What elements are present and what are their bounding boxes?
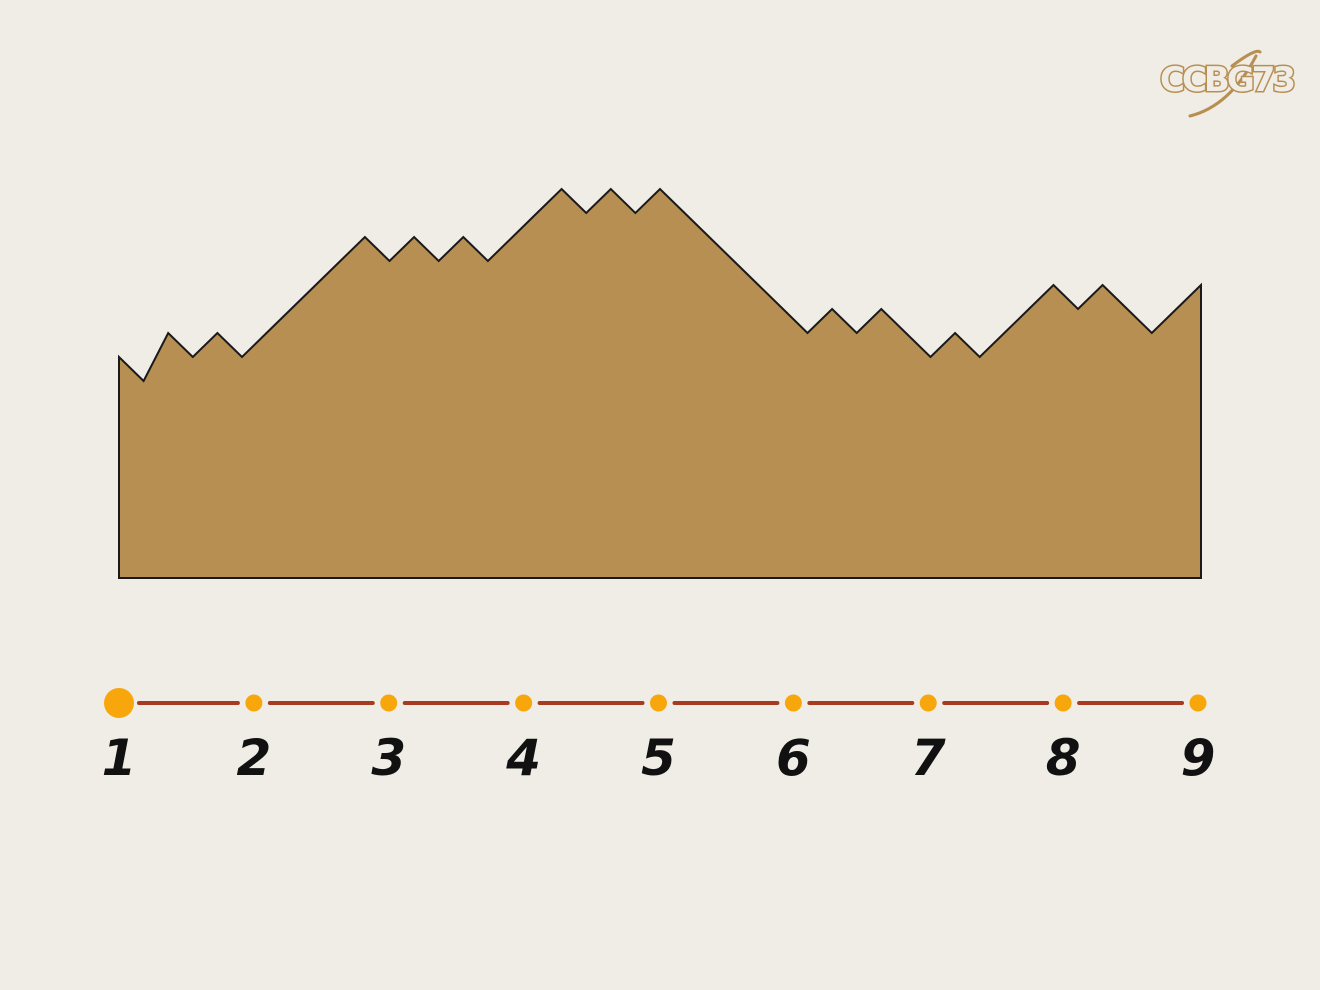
- step-label-7: 7: [911, 729, 946, 787]
- progress-dot-9[interactable]: [1189, 694, 1207, 712]
- step-label-8: 8: [1046, 729, 1081, 787]
- progress-dot-2[interactable]: [245, 694, 263, 712]
- progress-dot-3[interactable]: [380, 694, 398, 712]
- progress-dot-8[interactable]: [1054, 694, 1072, 712]
- progress-dot-6[interactable]: [784, 694, 802, 712]
- step-label-9: 9: [1181, 729, 1216, 787]
- step-label-3: 3: [371, 729, 406, 787]
- progress-dots: [104, 688, 1207, 718]
- step-label-4: 4: [505, 729, 541, 787]
- progress-labels: 1 2 3 4 5 6 7 8 9: [102, 729, 1216, 787]
- ccbg-logo: CCBG73: [1158, 46, 1298, 120]
- step-label-6: 6: [776, 729, 811, 787]
- logo-orbit-icon: [1188, 49, 1262, 118]
- progress-dot-7[interactable]: [919, 694, 937, 712]
- progress-dot-4[interactable]: [515, 694, 533, 712]
- progress-dot-5[interactable]: [650, 694, 667, 712]
- mountain-terrain: [118, 187, 1202, 579]
- step-label-5: 5: [641, 729, 676, 787]
- progress-dot-current[interactable]: [104, 688, 134, 718]
- step-label-2: 2: [236, 729, 271, 787]
- step-label-1: 1: [102, 729, 137, 787]
- logo-text: CCBG73: [1158, 59, 1297, 102]
